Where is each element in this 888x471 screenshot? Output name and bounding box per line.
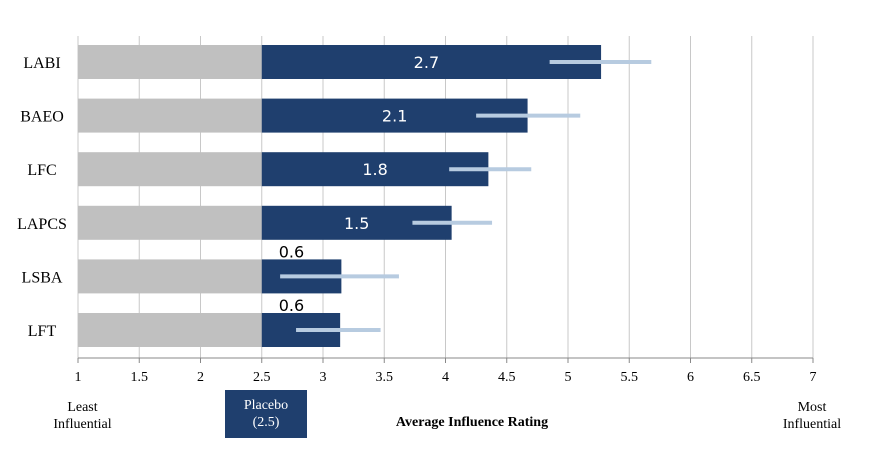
value-label: 1.8 xyxy=(362,160,387,179)
value-label: 2.1 xyxy=(382,107,407,126)
x-tick-label: 2.5 xyxy=(253,370,271,385)
category-label: LABI xyxy=(23,55,60,72)
placebo-line-1: Placebo xyxy=(243,398,289,413)
bars xyxy=(78,45,652,347)
grid-lines xyxy=(77,36,814,363)
placebo-bar xyxy=(78,313,262,347)
placebo-legend-box: Placebo (2.5) xyxy=(225,390,307,438)
x-tick-label: 6 xyxy=(687,370,694,385)
placebo-bar xyxy=(78,205,262,240)
influence-chart: 1 1.5 2 2.5 3 3.5 4 4.5 5 5.5 6 6.5 7 LABI 2.7 BAEO 2.1 L… xyxy=(17,36,817,385)
x-tick-label: 3 xyxy=(320,370,327,385)
x-tick-label: 7 xyxy=(810,370,817,385)
placebo-bar xyxy=(78,152,262,187)
category-label: LFT xyxy=(28,323,57,340)
category-label: LFC xyxy=(27,162,56,179)
x-tick-label: 5 xyxy=(565,370,572,385)
value-label: 0.6 xyxy=(279,296,304,315)
placebo-bar xyxy=(78,45,262,79)
placebo-bar xyxy=(78,98,262,133)
value-label: 2.7 xyxy=(414,53,439,72)
category-label: LSBA xyxy=(22,269,63,286)
placebo-line-2: (2.5) xyxy=(252,415,280,430)
most-line-1: Most xyxy=(797,400,827,415)
least-influential-label: Least Influential xyxy=(40,399,125,433)
most-influential-label: Most Influential xyxy=(768,399,856,433)
effect-bar xyxy=(261,45,602,79)
x-tick-label: 6.5 xyxy=(743,370,761,385)
x-tick-label: 1 xyxy=(75,370,82,385)
category-label: LAPCS xyxy=(17,216,67,233)
placebo-bar xyxy=(78,259,262,294)
value-label: 1.5 xyxy=(344,214,369,233)
least-line-1: Least xyxy=(67,400,98,415)
labels: 1 1.5 2 2.5 3 3.5 4 4.5 5 5.5 6 6.5 7 LABI 2.7 BAEO 2.1 L… xyxy=(17,53,816,385)
x-tick-label: 5.5 xyxy=(621,370,639,385)
x-tick-label: 3.5 xyxy=(376,370,394,385)
x-tick-label: 2 xyxy=(197,370,204,385)
least-line-2: Influential xyxy=(53,417,112,432)
value-label: 0.6 xyxy=(279,242,304,261)
x-axis-title: Average Influence Rating xyxy=(395,415,549,430)
category-label: BAEO xyxy=(20,109,64,126)
most-line-2: Influential xyxy=(782,417,842,432)
x-tick-label: 4 xyxy=(442,370,449,385)
x-tick-label: 4.5 xyxy=(498,370,516,385)
x-tick-label: 1.5 xyxy=(131,370,149,385)
